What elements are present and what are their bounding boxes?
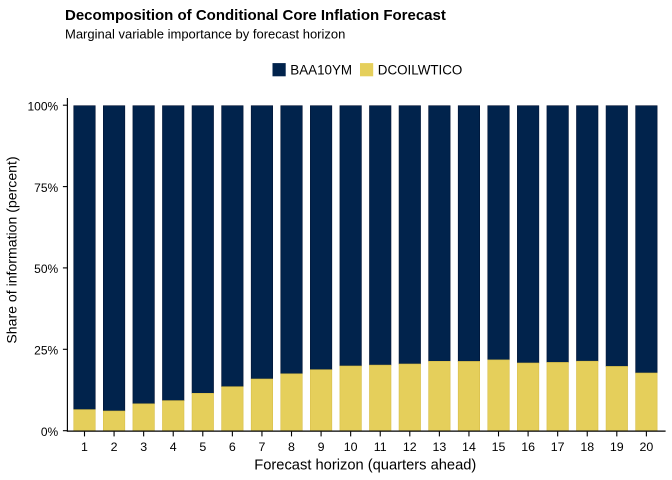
svg-text:Decomposition of Conditional C: Decomposition of Conditional Core Inflat… xyxy=(65,7,446,24)
svg-text:Marginal variable importance b: Marginal variable importance by forecast… xyxy=(65,27,345,42)
svg-text:12: 12 xyxy=(403,440,417,454)
svg-text:16: 16 xyxy=(521,440,535,454)
svg-text:4: 4 xyxy=(170,440,177,454)
svg-text:20: 20 xyxy=(639,440,653,454)
svg-text:3: 3 xyxy=(140,440,147,454)
svg-text:9: 9 xyxy=(318,440,325,454)
svg-text:1: 1 xyxy=(81,440,88,454)
svg-text:8: 8 xyxy=(288,440,295,454)
svg-text:BAA10YM: BAA10YM xyxy=(290,62,352,77)
svg-text:5: 5 xyxy=(199,440,206,454)
svg-text:10: 10 xyxy=(344,440,358,454)
svg-text:DCOILWTICO: DCOILWTICO xyxy=(378,62,463,77)
svg-text:19: 19 xyxy=(610,440,624,454)
svg-text:7: 7 xyxy=(258,440,265,454)
svg-text:0%: 0% xyxy=(41,425,59,439)
svg-text:6: 6 xyxy=(229,440,236,454)
svg-text:13: 13 xyxy=(432,440,446,454)
svg-text:17: 17 xyxy=(551,440,565,454)
svg-text:Share of information (percent): Share of information (percent) xyxy=(4,156,20,343)
svg-text:50%: 50% xyxy=(34,262,58,276)
svg-text:100%: 100% xyxy=(27,99,58,113)
svg-text:14: 14 xyxy=(462,440,476,454)
svg-text:75%: 75% xyxy=(34,181,58,195)
svg-text:25%: 25% xyxy=(34,344,58,358)
svg-text:Forecast horizon (quarters ahe: Forecast horizon (quarters ahead) xyxy=(254,457,476,473)
svg-text:18: 18 xyxy=(580,440,594,454)
svg-text:11: 11 xyxy=(374,440,387,454)
svg-text:2: 2 xyxy=(111,440,118,454)
svg-text:15: 15 xyxy=(492,440,506,454)
